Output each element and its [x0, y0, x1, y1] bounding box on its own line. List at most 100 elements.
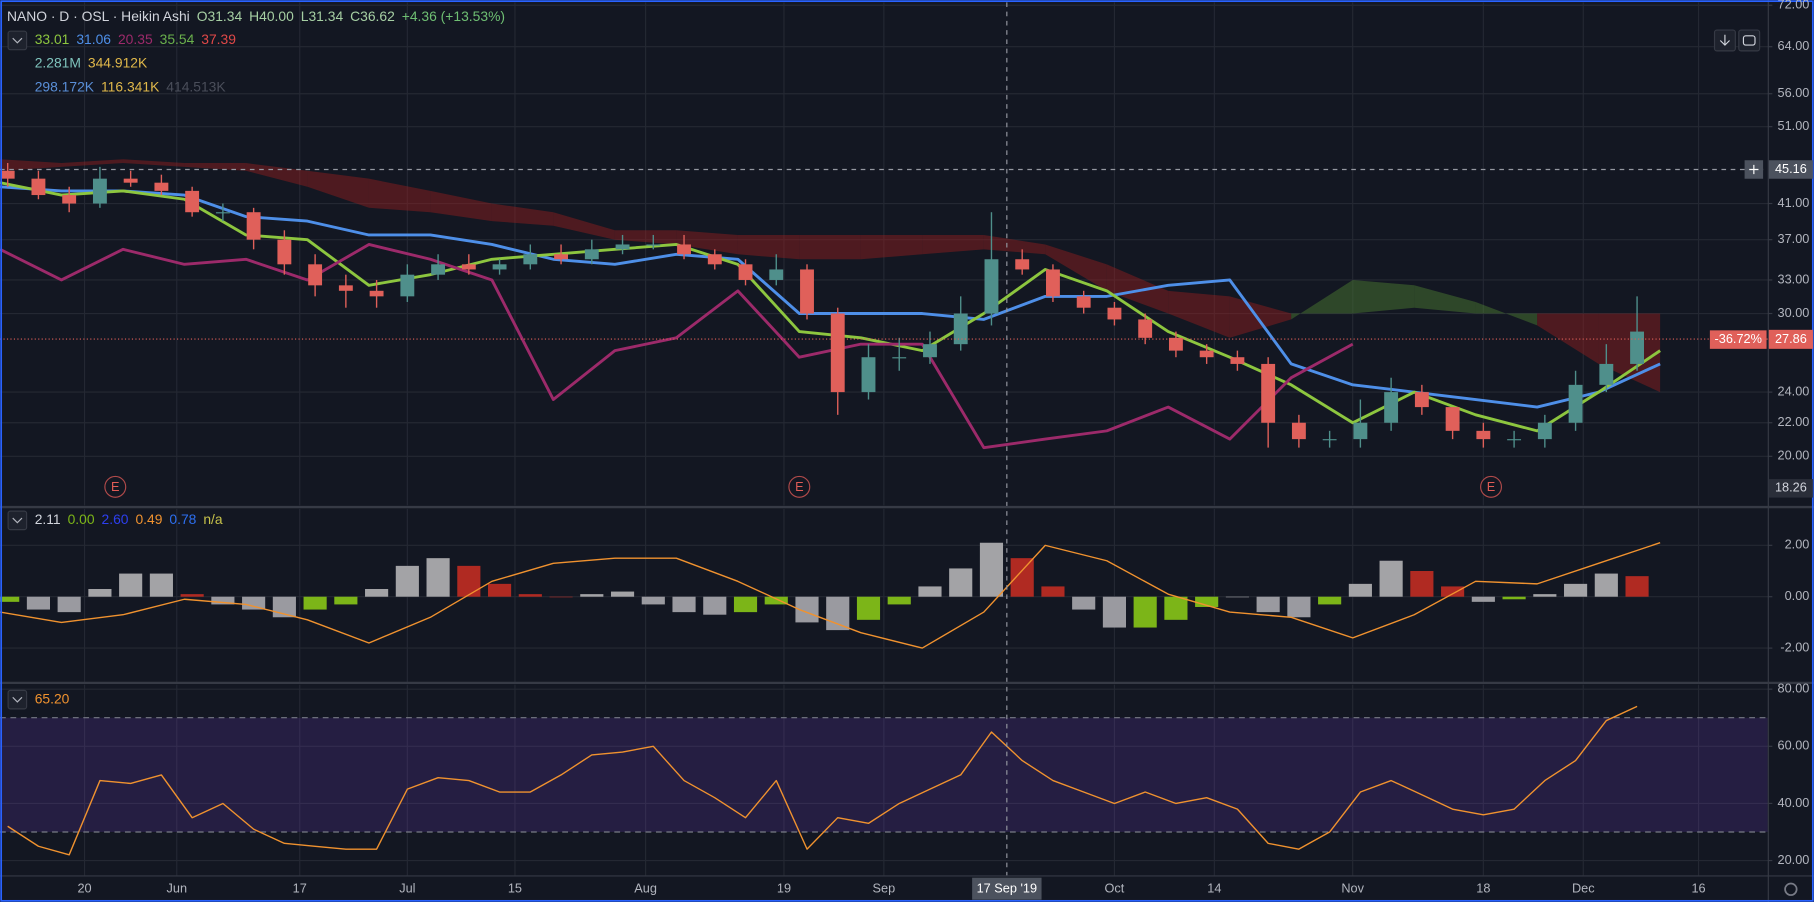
- candle-body: [1322, 439, 1337, 441]
- candle-body: [400, 274, 415, 297]
- histogram-bar: [764, 596, 788, 605]
- cloud-segment: [553, 212, 615, 240]
- candle-body: [1261, 363, 1276, 423]
- crosshair-date-label: 17 Sep '19: [977, 881, 1037, 896]
- event-marker: [104, 475, 127, 498]
- macd-line: [0, 542, 1661, 649]
- candle-body: [1291, 422, 1306, 440]
- indicator-line: [0, 185, 1661, 409]
- candle-body: [461, 264, 476, 270]
- crosshair-date-box: [972, 877, 1042, 900]
- candle-body: [31, 178, 46, 196]
- candle-body: [246, 212, 261, 240]
- x-tick-label: 16: [1691, 881, 1705, 896]
- candle-body: [431, 264, 446, 275]
- histogram-bar: [1625, 576, 1649, 597]
- cloud-segment: [0, 159, 62, 171]
- y-tick-label: 0.00: [1785, 588, 1810, 603]
- x-tick-label: Aug: [634, 881, 657, 896]
- histogram-bar: [1195, 596, 1219, 607]
- y-tick-label: 60.00: [1778, 738, 1810, 753]
- legend-value: NANO · D · OSL · Heikin Ashi: [7, 8, 190, 24]
- cloud-segment: [1291, 279, 1353, 320]
- cloud-segment: [1352, 279, 1415, 314]
- histogram-bar: [979, 542, 1004, 597]
- collapse-button[interactable]: [7, 510, 28, 531]
- legend-value: 414.513K: [166, 79, 226, 95]
- collapse-button[interactable]: [7, 689, 28, 710]
- y-tick-label: 72.00: [1778, 0, 1810, 12]
- y-tick-label: -2.00: [1780, 639, 1809, 654]
- histogram-bar: [1133, 596, 1157, 628]
- histogram-bar: [887, 596, 911, 605]
- y-tick-label: 37.00: [1778, 231, 1810, 246]
- candle-body: [615, 244, 630, 250]
- cloud-segment: [983, 234, 1046, 255]
- histogram-bar: [1441, 586, 1465, 597]
- histogram-bar: [641, 596, 665, 605]
- histogram-bar: [1225, 596, 1249, 598]
- legend-layer: NANO · D · OSL · Heikin Ashi O31.34 H40.00…: [7, 8, 1798, 896]
- crosshair-price-box: [1768, 160, 1813, 179]
- candle-body: [1507, 439, 1522, 441]
- candle-body: [1076, 296, 1091, 308]
- histogram-bar: [1041, 586, 1065, 597]
- histogram-bar: [1102, 596, 1127, 628]
- candle-body: [1353, 422, 1368, 440]
- histogram-bar: [1564, 583, 1588, 597]
- candle-body: [677, 244, 691, 255]
- candle-body: [308, 264, 323, 286]
- histogram-bar: [1379, 560, 1403, 597]
- cloud-segment: [860, 234, 923, 260]
- candle-body: [215, 212, 230, 214]
- histogram-bar: [703, 596, 727, 615]
- event-label: E: [1487, 479, 1495, 494]
- candle-body: [800, 269, 814, 314]
- crosshair-plus-icon: [1749, 164, 1759, 175]
- histogram-bar: [580, 594, 604, 597]
- volume-marker-label: 18.26: [1775, 480, 1807, 495]
- candle-body: [1046, 269, 1060, 297]
- cloud-segment: [122, 159, 185, 167]
- candle-body: [523, 254, 538, 265]
- close-marker-label: 27.86: [1775, 331, 1807, 346]
- histogram-bar: [1502, 596, 1526, 600]
- collapse-button[interactable]: [7, 30, 28, 51]
- cloud-segment: [922, 234, 984, 255]
- candle-body: [923, 344, 937, 358]
- candle-body: [554, 254, 569, 260]
- candle-body: [1568, 384, 1583, 423]
- histogram-bar: [1318, 596, 1342, 605]
- legend-value: H40.00: [249, 8, 294, 24]
- histogram-bar: [733, 596, 758, 613]
- y-tick-label: 80.00: [1778, 681, 1810, 696]
- histogram-bar: [57, 596, 81, 613]
- cloud-segment: [1106, 264, 1169, 314]
- cloud-segment: [307, 170, 369, 208]
- candle-body: [1537, 422, 1552, 440]
- cloud-segment: [1045, 244, 1107, 291]
- y-tick-label: 41.00: [1778, 195, 1810, 210]
- legend-value: 2.281M: [35, 54, 81, 70]
- reset-button[interactable]: [1738, 29, 1761, 52]
- legend-value: +4.36 (+13.53%): [402, 8, 505, 24]
- legend-value: O31.34: [197, 8, 243, 24]
- x-tick-label: 20: [77, 881, 91, 896]
- histogram-bar: [1072, 596, 1096, 610]
- cloud-segment: [1168, 290, 1230, 338]
- candle-body: [1138, 319, 1153, 338]
- legend-value: 116.341K: [101, 79, 160, 95]
- candle-body: [277, 239, 292, 265]
- cloud-segment: [1475, 301, 1538, 326]
- candle-body: [830, 313, 845, 393]
- x-tick-label: Oct: [1105, 881, 1125, 896]
- scroll-down-button[interactable]: [1713, 29, 1736, 52]
- cloud-segment: [676, 230, 738, 255]
- histogram-bar: [1533, 594, 1557, 597]
- settings-button[interactable]: [1784, 882, 1798, 896]
- candle-body: [892, 357, 907, 359]
- x-tick-label: Sep: [873, 881, 896, 896]
- cloud-segment: [737, 234, 800, 260]
